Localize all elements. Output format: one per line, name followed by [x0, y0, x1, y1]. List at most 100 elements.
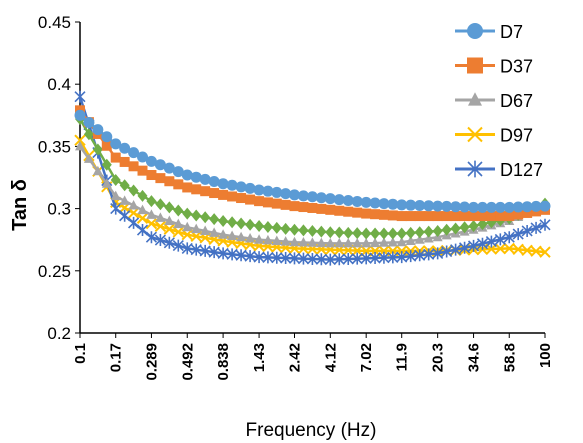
data-point	[387, 210, 398, 221]
data-point	[74, 109, 86, 121]
y-axis-title: Tan δ	[9, 179, 31, 231]
data-point	[191, 209, 202, 222]
x-tick-label: 20.3	[430, 343, 447, 372]
data-point	[154, 234, 166, 247]
data-point	[414, 234, 425, 244]
data-point	[298, 236, 309, 247]
data-point	[154, 159, 166, 171]
data-point	[254, 196, 265, 207]
y-tick-label: 0.35	[38, 137, 71, 156]
data-point	[191, 223, 202, 234]
y-tick-label: 0.4	[47, 75, 71, 94]
data-point	[181, 229, 193, 241]
data-point	[217, 178, 229, 190]
data-point	[128, 161, 139, 172]
x-tick-label: 100	[537, 343, 554, 368]
data-point	[173, 204, 184, 217]
data-point	[181, 169, 193, 181]
data-point	[218, 215, 229, 228]
data-point	[477, 211, 488, 222]
data-point	[101, 140, 112, 151]
data-point	[262, 220, 273, 233]
data-point	[245, 194, 256, 205]
data-point	[351, 195, 363, 207]
data-point	[324, 193, 336, 205]
data-point	[163, 162, 175, 174]
data-point	[127, 207, 140, 219]
data-point	[307, 224, 318, 237]
data-point	[235, 249, 247, 262]
data-point	[297, 190, 309, 202]
data-point	[298, 224, 309, 237]
data-point	[110, 152, 121, 163]
data-point	[182, 207, 193, 220]
data-point	[236, 217, 247, 230]
data-point	[361, 208, 372, 219]
data-point	[74, 90, 86, 103]
data-point	[387, 236, 398, 247]
data-point	[334, 226, 345, 239]
data-point	[512, 201, 524, 213]
data-point	[172, 166, 184, 178]
data-point	[119, 209, 131, 222]
data-point	[298, 202, 309, 213]
data-point	[218, 229, 229, 239]
data-point	[468, 211, 479, 222]
data-point	[110, 190, 121, 201]
data-point	[137, 189, 148, 202]
data-point	[244, 182, 256, 194]
data-point	[521, 224, 533, 237]
data-point	[360, 252, 372, 265]
data-point	[315, 192, 327, 204]
data-point	[199, 244, 211, 257]
data-point	[146, 195, 157, 208]
data-point	[450, 243, 462, 256]
x-axis-ticks: 0.1 0.17 0.289 0.492 0.838 1.43 2.42 4.12 7.02 11…	[72, 333, 554, 381]
data-point	[288, 189, 300, 201]
data-point	[512, 228, 524, 241]
data-point	[208, 246, 220, 259]
data-point	[343, 237, 354, 248]
data-point	[414, 226, 425, 239]
data-point	[208, 176, 220, 188]
data-point	[316, 225, 327, 238]
series-layer	[74, 90, 551, 266]
data-point	[476, 237, 489, 250]
data-point	[289, 223, 300, 236]
data-point	[182, 182, 193, 193]
data-point	[343, 206, 354, 217]
data-point	[271, 198, 282, 209]
y-tick-label: 0.45	[38, 13, 71, 32]
x-tick-label: 7.02	[358, 343, 375, 372]
data-point	[128, 216, 140, 229]
data-point	[253, 184, 265, 196]
data-point	[370, 227, 381, 240]
data-point	[173, 179, 184, 190]
data-point	[423, 225, 434, 238]
data-point	[387, 227, 398, 240]
data-point	[119, 179, 130, 192]
data-point	[530, 221, 542, 234]
data-point	[485, 235, 497, 248]
data-point	[432, 247, 444, 260]
data-point	[459, 241, 471, 254]
data-point	[271, 251, 283, 264]
data-point	[280, 252, 292, 265]
data-point	[307, 202, 318, 213]
data-point	[137, 165, 148, 176]
data-point	[342, 252, 354, 265]
data-point	[405, 226, 416, 239]
data-point	[432, 200, 444, 212]
data-point	[226, 248, 238, 261]
data-point	[405, 250, 417, 263]
x-tick-label: 2.42	[286, 343, 303, 372]
data-point	[414, 211, 425, 222]
data-point	[155, 212, 166, 222]
data-point	[477, 218, 488, 231]
data-point	[209, 227, 220, 237]
data-point	[262, 197, 273, 208]
data-point	[324, 253, 336, 266]
data-point	[387, 198, 399, 210]
data-point	[325, 237, 336, 248]
